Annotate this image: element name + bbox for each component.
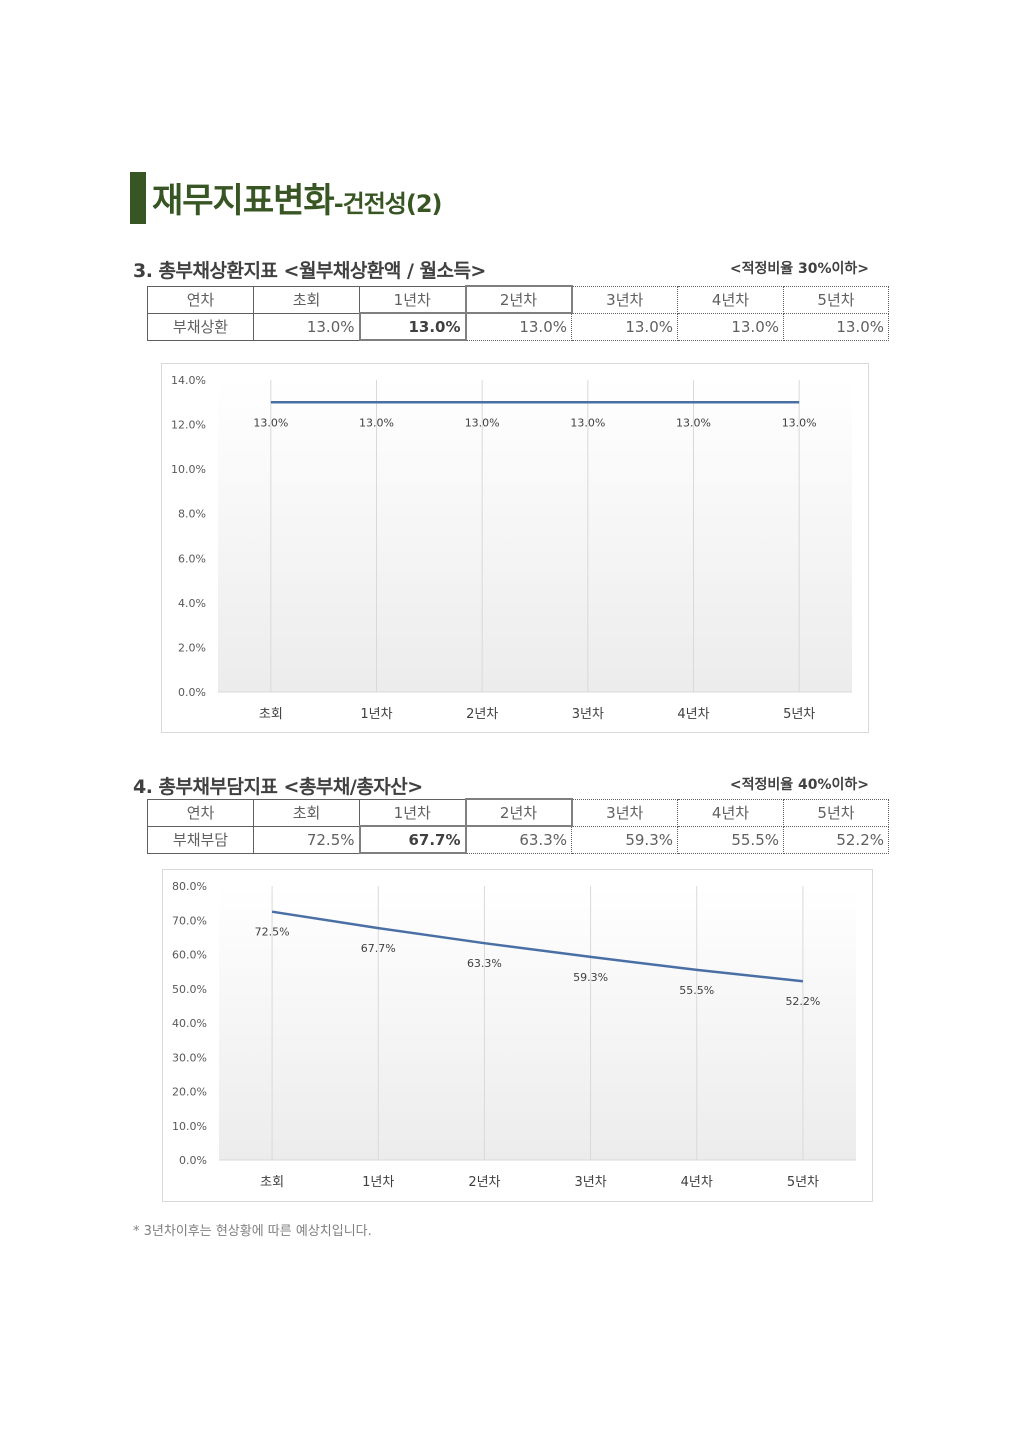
table-cell: 13.0% bbox=[465, 312, 572, 341]
data-label: 13.0% bbox=[465, 416, 500, 429]
data-label: 55.5% bbox=[679, 984, 714, 997]
data-label: 67.7% bbox=[361, 942, 396, 955]
debt-burden-chart-svg: 0.0% 10.0% 20.0% 30.0% 40.0% 50.0% 60.0% 70.0% 8… bbox=[172, 880, 856, 1190]
x-tick-label: 3년차 bbox=[572, 707, 604, 722]
series-line bbox=[271, 910, 804, 983]
table-cell: 초회 bbox=[253, 798, 360, 827]
table-cell: 5년차 bbox=[783, 285, 889, 314]
data-label: 52.2% bbox=[785, 995, 820, 1008]
x-tick-label: 3년차 bbox=[574, 1175, 606, 1190]
table-cell: 13.0% bbox=[783, 312, 889, 341]
table-cell: 부채상환 bbox=[147, 312, 254, 341]
x-tick-label: 2년차 bbox=[466, 707, 498, 722]
table-cell: 4년차 bbox=[677, 798, 784, 827]
table-cell: 1년차 bbox=[359, 798, 466, 827]
table-cell: 72.5% bbox=[253, 825, 360, 854]
plot-area bbox=[219, 886, 856, 1160]
x-tick-label: 5년차 bbox=[783, 707, 815, 722]
table-header-row: 연차 초회 1년차 2년차 3년차 4년차 5년차 bbox=[147, 798, 889, 827]
section-title: 3. 총부채상환지표 <월부채상환액 / 월소득> bbox=[133, 260, 486, 282]
data-label: 13.0% bbox=[359, 416, 394, 429]
y-tick-label: 20.0% bbox=[172, 1086, 207, 1099]
y-tick-label: 10.0% bbox=[172, 1120, 207, 1133]
table-cell: 부채부담 bbox=[147, 825, 254, 854]
y-tick-label: 12.0% bbox=[171, 419, 206, 432]
section-debt-burden-header: 4. 총부채부담지표 <총부채/총자산> <적정비율 40%이하> bbox=[133, 772, 869, 800]
x-tick-label: 5년차 bbox=[787, 1175, 819, 1190]
y-tick-label: 40.0% bbox=[172, 1017, 207, 1030]
data-label: 63.3% bbox=[467, 957, 502, 970]
table-cell: 13.0% bbox=[358, 312, 467, 341]
data-label: 59.3% bbox=[573, 971, 608, 984]
x-tick-label: 초회 bbox=[259, 707, 283, 722]
page-title: 재무지표변화 -건전성(2) bbox=[152, 172, 443, 224]
data-label: 13.0% bbox=[782, 416, 817, 429]
y-tick-label: 6.0% bbox=[178, 552, 206, 565]
section-debt-repayment-header: 3. 총부채상환지표 <월부채상환액 / 월소득> <적정비율 30%이하> bbox=[133, 256, 869, 284]
y-tick-label: 4.0% bbox=[178, 597, 206, 610]
data-label: 72.5% bbox=[255, 926, 290, 939]
table-cell: 연차 bbox=[147, 285, 254, 314]
data-label: 13.0% bbox=[570, 416, 605, 429]
x-tick-label: 1년차 bbox=[362, 1175, 394, 1190]
table-cell: 4년차 bbox=[677, 285, 784, 314]
y-tick-label: 50.0% bbox=[172, 983, 207, 996]
table-cell: 67.7% bbox=[358, 825, 467, 854]
table-header-row: 연차 초회 1년차 2년차 3년차 4년차 5년차 bbox=[147, 285, 889, 314]
table-cell: 63.3% bbox=[465, 825, 572, 854]
y-tick-label: 14.0% bbox=[171, 374, 206, 387]
section-title: 4. 총부채부담지표 <총부채/총자산> bbox=[133, 776, 423, 798]
table-cell: 55.5% bbox=[677, 825, 784, 854]
plot-area bbox=[218, 380, 852, 692]
x-tick-label: 초회 bbox=[260, 1175, 284, 1190]
page-title-sub: -건전성(2) bbox=[333, 190, 443, 218]
x-tick-label: 4년차 bbox=[677, 707, 709, 722]
debt-repayment-chart: 0.0% 2.0% 4.0% 6.0% 8.0% 10.0% 12.0% 14.0% 초회 1년차… bbox=[161, 363, 869, 733]
table-row: 부채상환 13.0% 13.0% 13.0% 13.0% 13.0% 13.0% bbox=[147, 312, 889, 341]
x-tick-label: 2년차 bbox=[468, 1175, 500, 1190]
table-cell: 1년차 bbox=[359, 285, 466, 314]
footnote: * 3년차이후는 현상황에 따른 예상치입니다. bbox=[133, 1224, 372, 1239]
table-cell: 13.0% bbox=[571, 312, 678, 341]
y-tick-label: 30.0% bbox=[172, 1051, 207, 1064]
page-title-main: 재무지표변화 bbox=[152, 181, 335, 221]
table-row: 부채부담 72.5% 67.7% 63.3% 59.3% 55.5% 52.2% bbox=[147, 825, 889, 854]
table-cell: 연차 bbox=[147, 798, 254, 827]
x-tick-label: 4년차 bbox=[681, 1175, 713, 1190]
title-accent-bar bbox=[130, 172, 146, 224]
debt-burden-table: 연차 초회 1년차 2년차 3년차 4년차 5년차 부채부담 72.5% 67.… bbox=[147, 798, 889, 854]
debt-repayment-chart-svg: 0.0% 2.0% 4.0% 6.0% 8.0% 10.0% 12.0% 14.0% 초회 1년차… bbox=[171, 374, 852, 722]
x-tick-label: 1년차 bbox=[360, 707, 392, 722]
y-tick-label: 0.0% bbox=[178, 686, 206, 699]
data-label: 13.0% bbox=[253, 416, 288, 429]
table-cell: 13.0% bbox=[677, 312, 784, 341]
y-tick-label: 80.0% bbox=[172, 880, 207, 893]
table-cell: 5년차 bbox=[783, 798, 889, 827]
debt-burden-chart: 0.0% 10.0% 20.0% 30.0% 40.0% 50.0% 60.0% 70.0% 8… bbox=[162, 869, 873, 1202]
y-tick-label: 70.0% bbox=[172, 914, 207, 927]
table-cell: 13.0% bbox=[253, 312, 360, 341]
y-tick-label: 8.0% bbox=[178, 508, 206, 521]
table-cell: 52.2% bbox=[783, 825, 889, 854]
y-tick-label: 60.0% bbox=[172, 949, 207, 962]
table-cell: 초회 bbox=[253, 285, 360, 314]
table-cell: 2년차 bbox=[464, 285, 573, 314]
y-tick-label: 0.0% bbox=[179, 1154, 207, 1167]
table-cell: 3년차 bbox=[571, 798, 678, 827]
y-tick-label: 2.0% bbox=[178, 641, 206, 654]
debt-repayment-table: 연차 초회 1년차 2년차 3년차 4년차 5년차 부채상환 13.0% 13.… bbox=[147, 285, 889, 341]
table-cell: 2년차 bbox=[464, 798, 573, 827]
data-label: 13.0% bbox=[676, 416, 711, 429]
y-tick-label: 10.0% bbox=[171, 463, 206, 476]
table-cell: 59.3% bbox=[571, 825, 678, 854]
table-cell: 3년차 bbox=[571, 285, 678, 314]
section-note: <적정비율 40%이하> bbox=[729, 777, 869, 793]
section-note: <적정비율 30%이하> bbox=[729, 261, 869, 277]
